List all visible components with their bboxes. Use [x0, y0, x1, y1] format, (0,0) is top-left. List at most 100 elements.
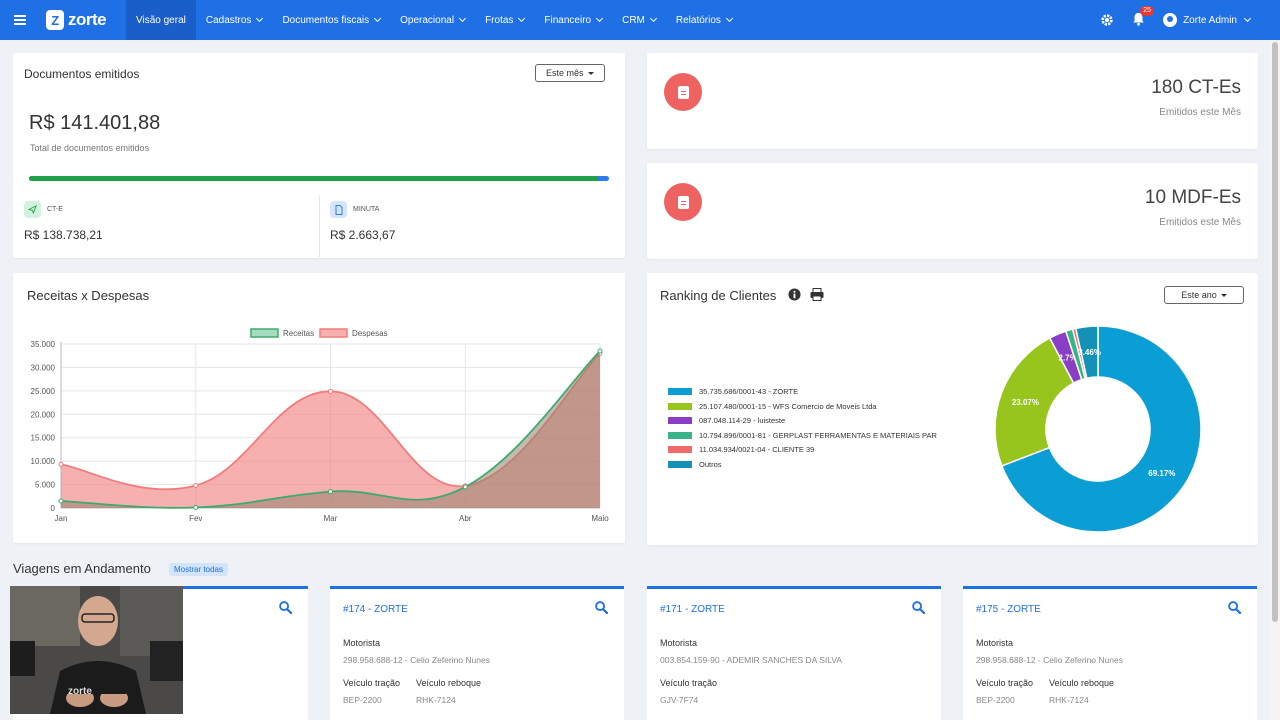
driver-label: Motorista — [660, 638, 698, 648]
cte-kpi-card: 180 CT-Es Emitidos este Mês — [647, 53, 1258, 149]
main-nav: Visão geral Cadastros Documentos fiscais Op… — [126, 0, 742, 40]
legend-item[interactable]: 35.735.686/0001-43 - ZORTE — [668, 387, 798, 396]
search-icon[interactable] — [279, 601, 292, 614]
brand-logo[interactable]: Z zorte — [46, 10, 126, 30]
nav-item-label: Frotas — [485, 14, 514, 26]
docs-total-label: Total de documentos emitidos — [30, 143, 150, 153]
legend-item[interactable]: 25.107.480/0001-15 - WFS Comercio de Mov… — [668, 402, 877, 411]
nav-item-7[interactable]: Relatórios — [666, 0, 742, 40]
tractor-value: BEP-2200 — [976, 695, 1015, 705]
minuta-value: R$ 2.663,67 — [330, 228, 396, 242]
x-tick-label: Fev — [189, 514, 202, 523]
trip-id[interactable]: #174 - ZORTE — [343, 604, 408, 615]
y-tick-label: 20.000 — [31, 410, 56, 419]
print-icon[interactable] — [810, 288, 824, 301]
ranking-donut-chart: 69.17% 23.07% 2.7%3.46% — [994, 325, 1202, 533]
zorte-logo-icon: Z — [46, 10, 64, 30]
info-icon[interactable] — [788, 288, 801, 301]
legend-label: Receitas — [283, 329, 314, 338]
trip-card[interactable]: #171 - ZORTE Motorista 003.854.159-90 - AD… — [647, 586, 941, 720]
donut-slice[interactable] — [1074, 325, 1099, 380]
nav-item-2[interactable]: Documentos fiscais — [272, 0, 390, 40]
legend-swatch — [668, 431, 692, 439]
docs-progress-bar — [29, 176, 609, 181]
gear-icon[interactable] — [1100, 13, 1114, 27]
trip-card[interactable]: #174 - ZORTE Motorista 298.958.688-12 - Ce… — [330, 586, 624, 720]
webcam-overlay: zorte — [10, 586, 183, 714]
nav-item-label: Operacional — [400, 14, 455, 26]
trip-id[interactable]: #175 - ZORTE — [976, 604, 1041, 615]
cte-value: R$ 138.738,21 — [24, 228, 103, 242]
driver-value: 003.854.159-90 - ADEMIR SANCHES DA SILVA — [660, 655, 843, 665]
legend-item[interactable]: 087.048.114-29 - luisteste — [668, 416, 785, 425]
trip-id[interactable]: #171 - ZORTE — [660, 604, 725, 615]
show-all-button[interactable]: Mostrar todas — [169, 563, 228, 576]
donut-slice-label: 2.7% — [1059, 354, 1077, 363]
ranking-title: Ranking de Clientes — [660, 288, 777, 303]
docs-progress-fill — [29, 176, 598, 181]
chevron-down-icon — [459, 14, 467, 23]
search-icon[interactable] — [595, 601, 608, 614]
docs-card: Documentos emitidos Este mês R$ 141.401,… — [13, 53, 625, 258]
legend-label: 11.034.934/0021-04 - CLIENTE 39 — [699, 445, 815, 455]
data-point — [193, 483, 199, 489]
legend-item[interactable]: 10.794.896/0001-81 - GERPLAST FERRAMENTA… — [668, 431, 937, 440]
y-tick-label: 35.000 — [31, 340, 56, 349]
nav-item-3[interactable]: Operacional — [390, 0, 475, 40]
notifications-button[interactable]: 25 — [1132, 5, 1154, 29]
user-menu[interactable]: Zorte Admin — [1163, 13, 1252, 27]
docs-period-label: Este mês — [546, 68, 584, 78]
data-point — [58, 498, 64, 504]
series-area-receitas — [61, 351, 600, 508]
legend-label: 35.735.686/0001-43 - ZORTE — [699, 387, 799, 396]
x-tick-label: Jan — [55, 514, 68, 523]
data-point — [597, 348, 603, 354]
cte-sub: Emitidos este Mês — [1159, 107, 1241, 118]
docs-total: R$ 141.401,88 — [29, 112, 161, 134]
data-point — [328, 489, 333, 495]
donut-slice[interactable] — [994, 336, 1075, 467]
search-icon[interactable] — [912, 601, 925, 614]
nav-item-label: Visão geral — [136, 14, 186, 26]
nav-item-6[interactable]: CRM — [612, 0, 666, 40]
document-icon — [330, 201, 347, 218]
legend-item[interactable]: Outros — [668, 460, 722, 469]
nav-item-1[interactable]: Cadastros — [196, 0, 273, 40]
nav-item-label: Cadastros — [205, 14, 252, 26]
notification-badge: 25 — [1140, 5, 1154, 16]
legend-item[interactable]: 11.034.934/0021-04 - CLIENTE 39 — [668, 445, 814, 454]
menu-icon[interactable] — [0, 0, 40, 40]
clipboard-icon — [664, 73, 702, 111]
minuta-label: MINUTA — [353, 206, 380, 213]
trip-card[interactable]: #175 - ZORTE Motorista 298.958.688-12 - Ce… — [963, 586, 1257, 720]
nav-item-5[interactable]: Financeiro — [534, 0, 612, 40]
legend-label: 10.794.896/0001-81 - GERPLAST FERRAMENTA… — [699, 430, 937, 440]
ranking-period-button[interactable]: Este ano — [1164, 286, 1244, 304]
cte-label: CT-E — [47, 206, 63, 213]
receitas-card: Receitas x Despesas 0 5.000 10.000 15.000 20… — [13, 273, 625, 543]
nav-item-label: Financeiro — [544, 14, 592, 26]
ranking-period-label: Este ano — [1181, 290, 1217, 300]
y-tick-label: 30.000 — [31, 363, 56, 372]
ranking-card: Ranking de Clientes Este ano 69.17% 23.07… — [647, 273, 1258, 545]
cte-count: 180 CT-Es — [1151, 77, 1241, 98]
nav-item-4[interactable]: Frotas — [475, 0, 534, 40]
search-icon[interactable] — [1228, 601, 1241, 614]
page-scrollbar[interactable] — [1270, 40, 1280, 720]
receitas-title: Receitas x Despesas — [27, 288, 150, 303]
donut-slice-label: 3.46% — [1078, 348, 1101, 357]
chevron-down-icon — [256, 14, 264, 23]
docs-period-button[interactable]: Este mês — [535, 64, 605, 82]
legend-swatch — [250, 328, 279, 338]
user-avatar-icon — [1163, 13, 1178, 27]
top-navbar: Z zorte Visão geral Cadastros Documentos f… — [0, 0, 1280, 40]
y-tick-label: 15.000 — [31, 434, 56, 443]
scrollbar-thumb[interactable] — [1272, 42, 1278, 622]
legend-swatch — [668, 402, 692, 410]
y-tick-label: 0 — [51, 504, 56, 513]
series-area-despesas — [61, 353, 600, 508]
nav-item-0[interactable]: Visão geral — [126, 0, 196, 40]
legend-swatch — [668, 461, 692, 468]
donut-slice[interactable] — [1000, 325, 1202, 533]
chevron-down-icon — [725, 14, 733, 23]
